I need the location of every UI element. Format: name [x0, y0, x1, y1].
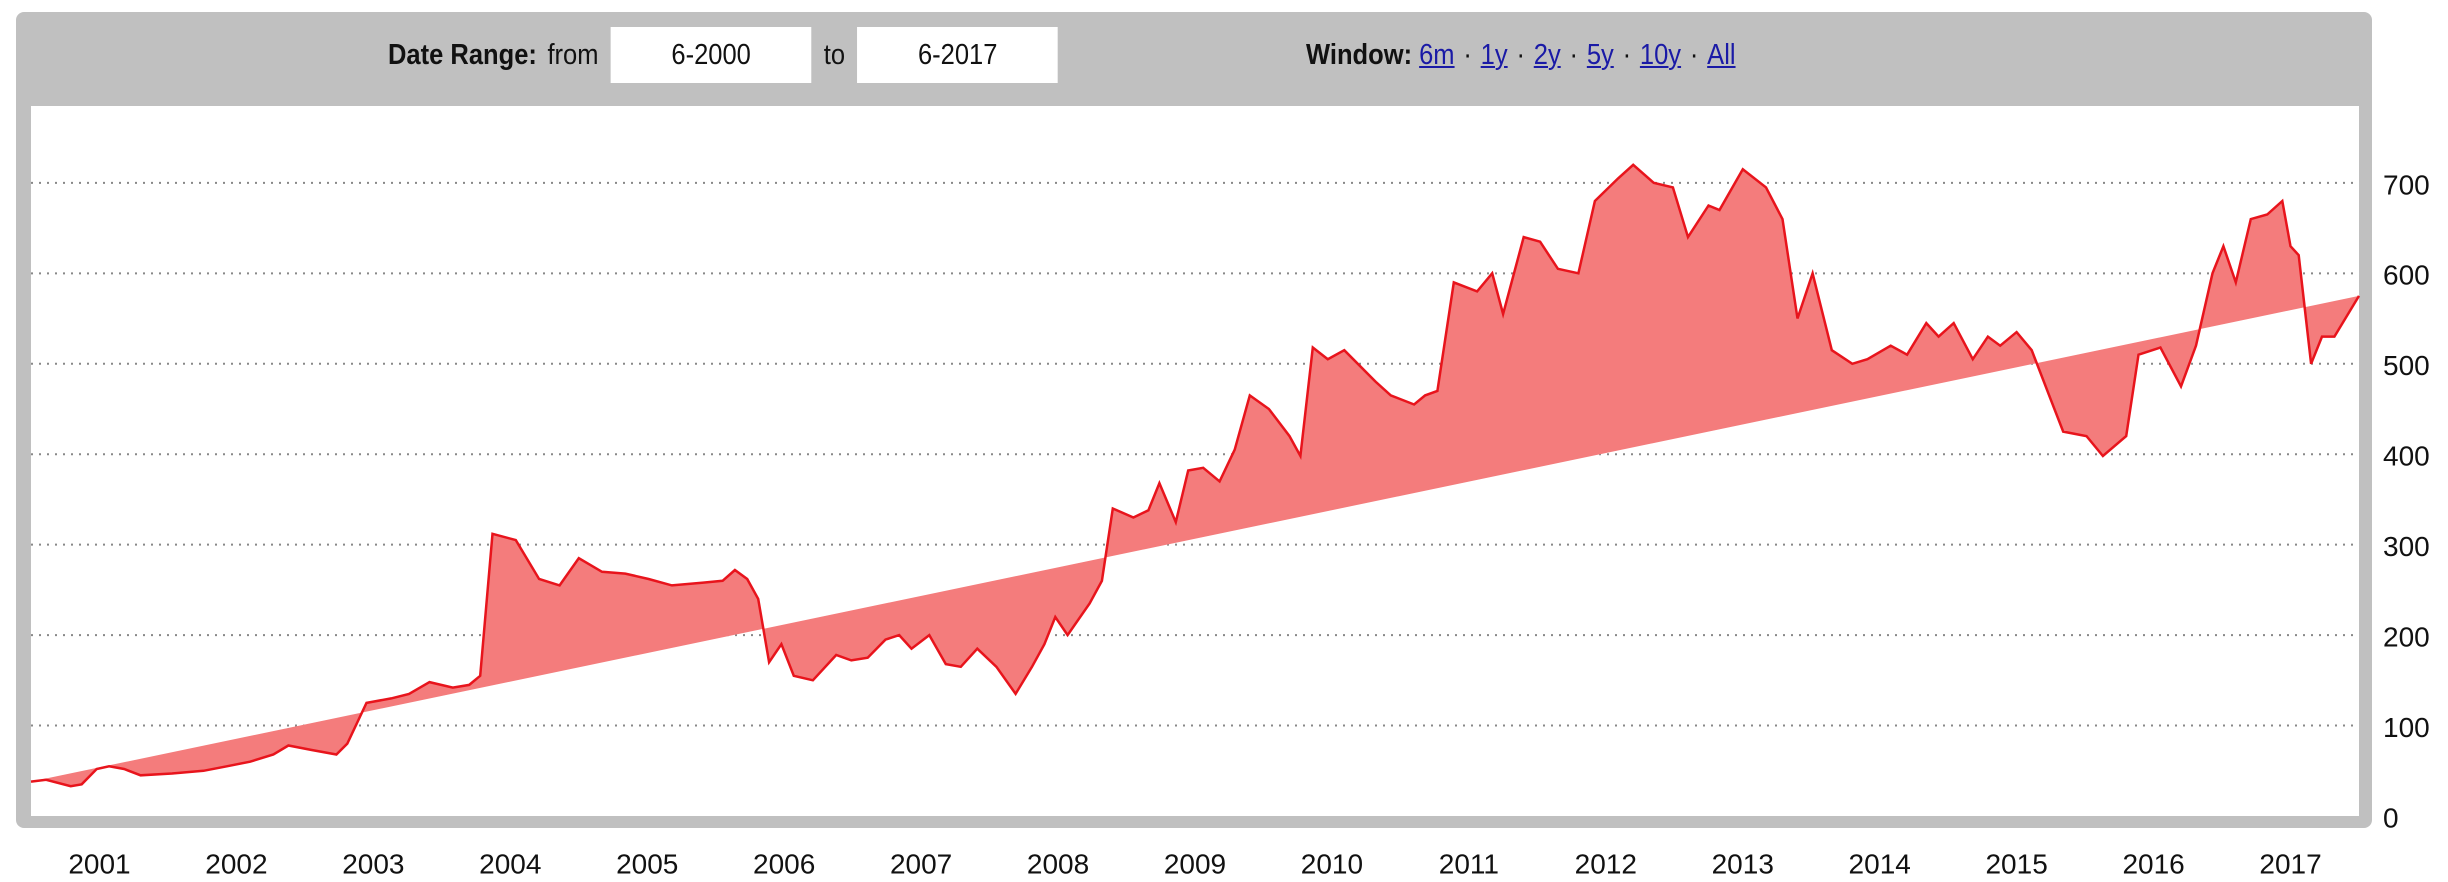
x-tick-label: 2004: [479, 848, 541, 879]
x-tick-label: 2008: [1027, 848, 1089, 879]
separator: ·: [1689, 38, 1699, 71]
x-tick-label: 2006: [753, 848, 815, 879]
y-tick-label: 500: [2383, 350, 2430, 381]
x-tick-label: 2010: [1301, 848, 1363, 879]
separator: ·: [1516, 38, 1525, 71]
window-option[interactable]: 6m: [1419, 38, 1455, 71]
area-fill: [31, 164, 2359, 787]
x-tick-label: 2012: [1575, 848, 1637, 879]
x-tick-label: 2005: [616, 848, 678, 879]
window-selector: Window: 6m · 1y · 2y · 5y · 10y · All: [1306, 27, 1737, 83]
window-option[interactable]: 2y: [1533, 38, 1561, 71]
window-option[interactable]: All: [1707, 38, 1736, 71]
x-tick-label: 2001: [68, 848, 130, 879]
date-range: Date Range: from 6-2000 to 6-2017: [388, 27, 1070, 83]
window-option[interactable]: 10y: [1639, 38, 1682, 71]
to-label: to: [823, 38, 846, 71]
y-tick-label: 400: [2383, 441, 2430, 472]
window-option[interactable]: 5y: [1586, 38, 1614, 71]
x-tick-label: 2017: [2259, 848, 2321, 879]
x-tick-label: 2007: [890, 848, 952, 879]
from-input[interactable]: 6-2000: [610, 27, 812, 83]
x-tick-label: 2014: [1849, 848, 1911, 879]
y-tick-label: 100: [2383, 712, 2430, 743]
separator: ·: [1569, 38, 1579, 71]
to-input[interactable]: 6-2017: [857, 27, 1059, 83]
y-tick-label: 0: [2383, 802, 2399, 833]
x-tick-label: 2015: [1985, 848, 2047, 879]
x-tick-label: 2009: [1164, 848, 1226, 879]
window-label: Window:: [1306, 38, 1413, 71]
x-tick-label: 2002: [205, 848, 267, 879]
area-line: [30, 163, 2361, 788]
separator: ·: [1622, 38, 1632, 71]
y-tick-label: 300: [2383, 531, 2430, 562]
plot-area: [31, 106, 2359, 816]
window-option[interactable]: 1y: [1480, 38, 1508, 71]
separator: ·: [1463, 38, 1472, 71]
from-label: from: [547, 38, 599, 71]
x-tick-label: 2003: [342, 848, 404, 879]
x-tick-label: 2013: [1712, 848, 1774, 879]
date-range-label: Date Range:: [388, 38, 537, 71]
y-tick-label: 700: [2383, 169, 2430, 200]
x-tick-label: 2016: [2122, 848, 2184, 879]
y-tick-label: 600: [2383, 260, 2430, 291]
x-tick-label: 2011: [1439, 848, 1499, 879]
y-tick-label: 200: [2383, 621, 2430, 652]
